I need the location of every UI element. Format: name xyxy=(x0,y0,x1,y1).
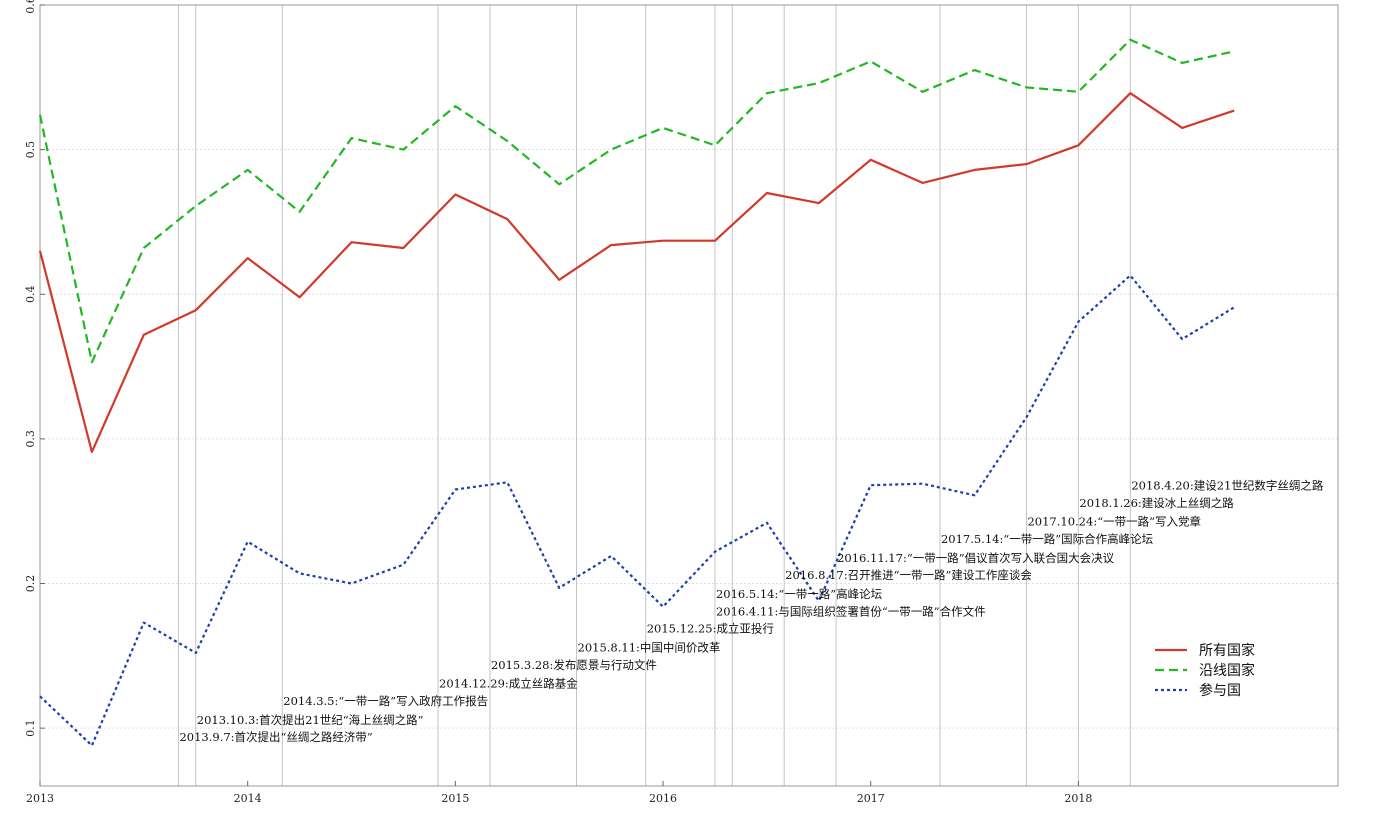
annotation-label: 2017.10.24:“一带一路”写入党章 xyxy=(1027,515,1200,529)
x-tick-label: 2015 xyxy=(441,792,469,805)
axes: 2013 2014 2015 2016 2017 2018 0.1 0.2 0.3 0.4 0.5 0… xyxy=(24,0,1092,805)
x-tick-label: 2017 xyxy=(857,792,885,805)
annotation-label: 2016.5.14:“一带一路”高峰论坛 xyxy=(716,587,883,601)
x-tick-label: 2018 xyxy=(1064,792,1092,805)
plot-frame xyxy=(39,4,1339,787)
series-line xyxy=(39,274,1235,747)
legend-label: 参与国 xyxy=(1199,682,1241,699)
y-tick-label: 0.2 xyxy=(24,575,37,593)
annotation-label: 2015.8.11:中国中间价改革 xyxy=(578,640,721,654)
legend-label: 沿线国家 xyxy=(1199,662,1255,679)
annotation-label: 2017.5.14:“一带一路”国际合作高峰论坛 xyxy=(941,532,1154,546)
annotation-label: 2016.8.17:召开推进“一带一路”建设工作座谈会 xyxy=(785,568,1032,582)
y-tick-label: 0.1 xyxy=(24,719,37,737)
y-tick-label: 0.3 xyxy=(24,430,37,448)
series-lines xyxy=(38,38,1235,747)
x-tick-label: 2014 xyxy=(234,792,262,805)
y-tick-label: 0.4 xyxy=(24,286,37,304)
legend-label: 所有国家 xyxy=(1199,642,1255,659)
annotation-label: 2015.12.25:成立亚投行 xyxy=(647,622,774,636)
grid-lines xyxy=(40,4,1338,729)
x-tick-label: 2016 xyxy=(649,792,677,805)
event-lines xyxy=(177,5,1131,786)
annotation-label: 2013.9.7:首次提出“丝绸之路经济带” xyxy=(179,730,372,744)
y-tick-label: 0.6 xyxy=(24,0,37,14)
annotations: 2013.9.7:首次提出“丝绸之路经济带” 2013.10.3:首次提出21世纪… xyxy=(179,479,1323,745)
y-tick-label: 0.5 xyxy=(24,141,37,159)
annotation-label: 2013.10.3:首次提出21世纪“海上丝绸之路” xyxy=(197,713,424,727)
annotation-label: 2014.12.29:成立丝路基金 xyxy=(439,677,578,691)
annotation-label: 2015.3.28:发布愿景与行动文件 xyxy=(491,658,657,672)
annotation-label: 2018.1.26:建设冰上丝绸之路 xyxy=(1079,496,1234,510)
annotation-label: 2014.3.5:“一带一路”写入政府工作报告 xyxy=(283,694,488,708)
series-line xyxy=(38,38,1235,364)
annotation-label: 2018.4.20:建设21世纪数字丝绸之路 xyxy=(1131,479,1324,493)
x-tick-label: 2013 xyxy=(26,792,54,805)
series-line xyxy=(38,92,1235,453)
annotation-label: 2016.11.17:“一带一路”倡议首次写入联合国大会决议 xyxy=(837,551,1114,565)
annotation-label: 2016.4.11:与国际组织签署首份“一带一路”合作文件 xyxy=(716,604,986,618)
